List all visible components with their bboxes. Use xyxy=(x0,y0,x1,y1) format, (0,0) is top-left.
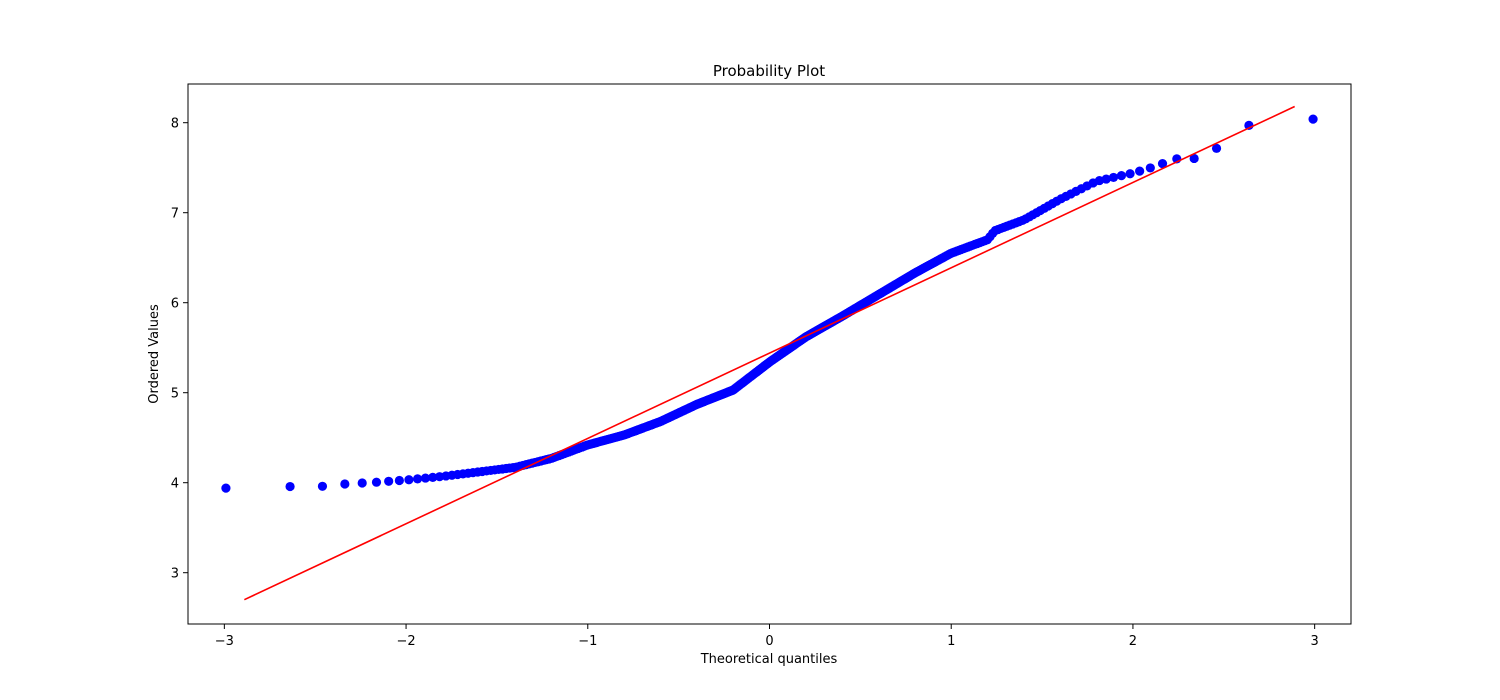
x-tick-label: 0 xyxy=(765,634,773,649)
x-tick-label: −2 xyxy=(396,634,415,649)
x-tick-label: 3 xyxy=(1311,634,1319,649)
y-tick-label: 3 xyxy=(171,567,179,582)
data-point xyxy=(428,472,438,482)
data-point xyxy=(420,473,431,483)
fit-line xyxy=(243,105,1296,601)
y-axis-title: Ordered Values xyxy=(147,304,162,404)
data-point xyxy=(384,476,394,486)
y-tick-label: 8 xyxy=(171,117,179,132)
x-tick-label: 1 xyxy=(947,634,955,649)
data-point xyxy=(1157,159,1168,169)
x-axis-ticks: −3 −2 −1 0 1 2 3 xyxy=(215,624,1319,649)
data-point xyxy=(221,483,231,493)
data-point xyxy=(1211,143,1222,153)
y-tick-label: 7 xyxy=(171,207,179,222)
x-axis-title: Theoretical quantiles xyxy=(700,652,838,667)
data-point xyxy=(1116,171,1127,181)
data-point xyxy=(394,475,404,486)
data-point xyxy=(357,478,367,488)
data-point xyxy=(1145,163,1155,173)
data-point xyxy=(1135,166,1145,176)
points-layer xyxy=(221,114,1318,493)
x-tick-label: 2 xyxy=(1129,634,1137,649)
data-point xyxy=(371,477,382,487)
x-tick-label: −3 xyxy=(215,634,234,649)
y-tick-label: 4 xyxy=(171,477,179,492)
data-point xyxy=(317,481,328,491)
fit-line-layer xyxy=(243,105,1296,601)
data-point xyxy=(285,481,295,492)
y-axis-ticks: 3 4 5 6 7 8 xyxy=(171,117,188,582)
y-tick-label: 6 xyxy=(171,297,179,312)
data-point xyxy=(1308,114,1318,124)
x-tick-label: −1 xyxy=(578,634,597,649)
data-point xyxy=(1189,153,1199,164)
data-point xyxy=(340,479,350,489)
data-point xyxy=(1101,174,1111,184)
data-point xyxy=(1125,169,1135,179)
data-point xyxy=(404,475,414,485)
chart-title: Probability Plot xyxy=(713,62,825,80)
data-point xyxy=(1108,172,1119,183)
y-tick-label: 5 xyxy=(171,387,179,402)
data-point xyxy=(412,474,423,484)
